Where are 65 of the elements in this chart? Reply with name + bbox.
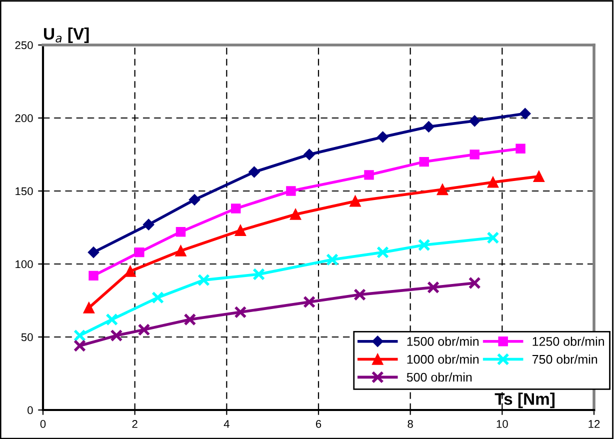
point <box>376 246 390 259</box>
point <box>354 288 366 301</box>
legend-label: 1250 obr/min <box>532 336 604 346</box>
point <box>188 194 200 206</box>
point <box>290 208 302 220</box>
point <box>83 302 94 314</box>
x-tick-label: 4 <box>224 420 230 428</box>
point <box>248 166 260 178</box>
point <box>230 204 241 214</box>
point <box>304 148 315 160</box>
point <box>138 323 150 336</box>
point <box>124 266 136 277</box>
point <box>364 170 374 180</box>
y-tick-label: 50 <box>21 333 33 342</box>
point <box>134 247 144 258</box>
point <box>470 150 480 160</box>
y-tick-label: 150 <box>16 187 33 196</box>
point <box>487 176 499 188</box>
point <box>520 108 531 120</box>
x-tick-label: 8 <box>408 420 413 428</box>
legend-label: 750 obr/min <box>532 354 598 364</box>
point <box>197 274 210 286</box>
y-tick-label: 250 <box>15 41 33 50</box>
y-tick-label: 0 <box>28 406 33 414</box>
x-tick-label: 2 <box>132 420 138 428</box>
point <box>486 231 500 244</box>
point <box>175 245 186 256</box>
point <box>418 238 430 252</box>
point <box>176 227 186 237</box>
point <box>326 253 339 266</box>
point <box>423 121 434 132</box>
y-tick-label: 200 <box>15 114 33 122</box>
legend-label: 1000 obr/min <box>407 354 479 364</box>
point <box>436 184 448 196</box>
point <box>143 218 154 230</box>
point <box>303 296 316 308</box>
y-tick-label: 100 <box>16 260 33 268</box>
x-axis-title: Ts [Nm] <box>494 392 554 408</box>
legend-label: 1500 obr/min <box>407 336 479 346</box>
x-tick-label: 0 <box>40 420 46 428</box>
point <box>468 276 481 290</box>
point <box>234 224 246 236</box>
y-axis-title: U$_{a}$ [V] <box>44 28 89 44</box>
point <box>516 144 526 154</box>
x-tick-label: 10 <box>496 420 508 428</box>
point <box>73 329 86 342</box>
point <box>469 115 480 127</box>
point <box>234 306 247 318</box>
point <box>533 170 544 182</box>
point <box>427 281 440 294</box>
x-tick-label: 12 <box>588 420 600 428</box>
point <box>350 196 361 207</box>
point <box>252 268 266 280</box>
point <box>88 246 100 258</box>
point <box>88 270 98 281</box>
point <box>286 186 296 196</box>
x-tick-label: 6 <box>316 420 322 428</box>
point <box>110 329 123 342</box>
point <box>73 340 86 352</box>
point <box>419 156 429 167</box>
point <box>377 131 388 143</box>
legend-label: 500 obr/min <box>406 372 472 382</box>
point <box>106 313 118 326</box>
point <box>184 313 196 326</box>
point <box>152 291 164 304</box>
